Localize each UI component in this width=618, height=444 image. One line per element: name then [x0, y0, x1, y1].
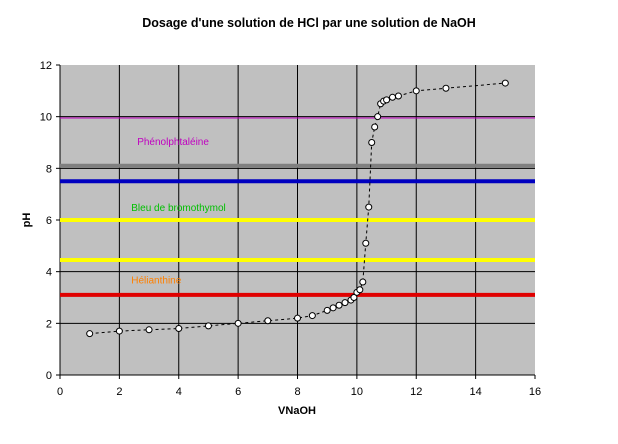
data-point [368, 139, 376, 146]
data-point [341, 299, 349, 307]
data-point [359, 278, 367, 286]
data-point [350, 294, 358, 301]
data-point [365, 203, 373, 211]
data-point [412, 87, 420, 95]
data-point [371, 123, 379, 131]
data-point [389, 93, 396, 101]
indicator-label: Bleu de bromothymol [131, 203, 226, 214]
x-tick-label: 0 [57, 386, 63, 398]
y-tick-label: 8 [46, 163, 52, 175]
y-tick-label: 0 [46, 370, 52, 382]
data-point [356, 286, 364, 294]
data-point [374, 113, 382, 121]
data-point [442, 84, 450, 92]
y-tick-label: 12 [40, 60, 52, 72]
data-point [115, 327, 123, 335]
data-point [86, 330, 94, 338]
data-point [323, 306, 331, 314]
data-point [294, 314, 301, 322]
data-point [501, 79, 509, 87]
x-tick-label: 14 [470, 386, 482, 398]
y-axis-label: pH [21, 213, 33, 228]
x-tick-label: 12 [410, 386, 422, 398]
x-tick-label: 2 [116, 386, 122, 398]
y-tick-label: 6 [46, 215, 52, 227]
data-point [362, 239, 370, 247]
x-tick-label: 8 [294, 386, 300, 398]
data-point [383, 96, 391, 104]
data-point [175, 325, 183, 332]
y-tick-label: 4 [46, 267, 52, 279]
data-point [335, 301, 343, 309]
data-point [394, 92, 402, 100]
data-point [308, 312, 316, 320]
data-point [204, 322, 212, 330]
indicator-label: Phénolphtaléine [137, 137, 209, 148]
y-tick-label: 10 [40, 112, 52, 124]
data-point [264, 317, 272, 325]
x-tick-label: 10 [351, 386, 363, 398]
x-axis-label: VNaOH [278, 405, 316, 417]
data-point [329, 304, 337, 312]
chart-title: Dosage d'une solution de HCl par une sol… [142, 16, 476, 30]
data-point [234, 319, 242, 327]
x-tick-label: 16 [529, 386, 541, 398]
data-point [145, 326, 153, 334]
x-tick-label: 4 [176, 386, 182, 398]
y-tick-label: 2 [46, 318, 52, 330]
x-tick-label: 6 [235, 386, 241, 398]
plot-area: 0 2 4 6 8 10 12 14 16 0 2 4 6 8 10 12 Phénolphtaléine Ble… [40, 60, 541, 398]
indicator-label: Hélianthine [131, 275, 181, 286]
